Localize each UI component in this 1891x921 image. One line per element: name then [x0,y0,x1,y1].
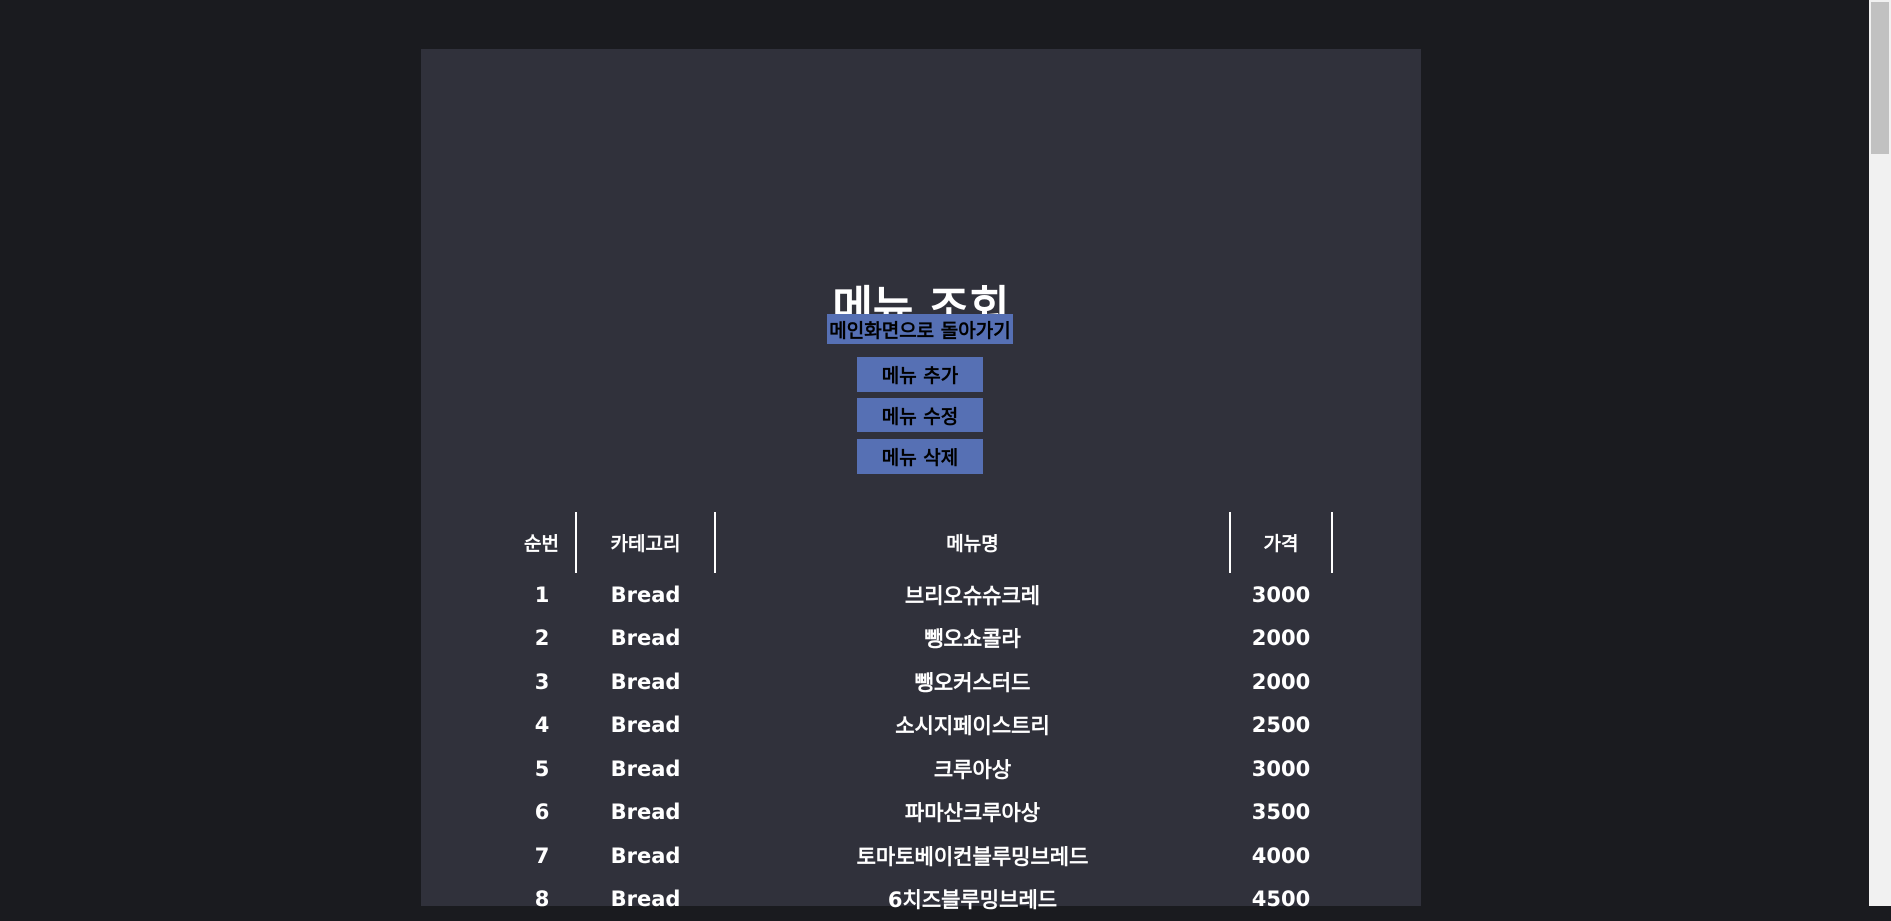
add-button[interactable]: 메뉴 추가 [857,357,983,392]
scrollbar[interactable] [1869,0,1891,906]
table-cell: 6치즈블루밍브레드 [715,878,1230,921]
table-cell: Bread [576,878,715,921]
delete-button[interactable]: 메뉴 삭제 [857,439,983,474]
table-cell: Bread [576,660,715,704]
table-cell: 8 [508,878,576,921]
table-cell: 2000 [1230,660,1332,704]
table-cell: 뺑오쇼콜라 [715,617,1230,661]
table-cell: 3000 [1230,573,1332,617]
edit-button[interactable]: 메뉴 수정 [857,398,983,432]
table-cell: 4000 [1230,834,1332,878]
table-cell: Bread [576,704,715,748]
column-header: 메뉴명 [715,512,1230,573]
table-cell: 브리오슈슈크레 [715,573,1230,617]
table-cell: 2 [508,617,576,661]
table-cell: 1 [508,573,576,617]
table-cell: 6 [508,791,576,835]
table-cell: Bread [576,617,715,661]
table-cell: 크루아상 [715,747,1230,791]
back-button[interactable]: 메인화면으로 돌아가기 [827,314,1013,344]
table-cell: 파마산크루아상 [715,791,1230,835]
table-cell: 7 [508,834,576,878]
table-cell: 4500 [1230,878,1332,921]
table-cell: Bread [576,573,715,617]
column-header: 카테고리 [576,512,715,573]
table-cell: Bread [576,747,715,791]
column-header: 가격 [1230,512,1332,573]
table-cell: Bread [576,834,715,878]
table-cell: 2500 [1230,704,1332,748]
table-cell: 3000 [1230,747,1332,791]
scrollbar-thumb[interactable] [1871,2,1889,154]
table-cell: 소시지페이스트리 [715,704,1230,748]
table-cell: Bread [576,791,715,835]
table-cell: 토마토베이컨블루밍브레드 [715,834,1230,878]
table-cell: 3 [508,660,576,704]
table-cell: 5 [508,747,576,791]
table-cell: 4 [508,704,576,748]
table-cell: 뺑오커스터드 [715,660,1230,704]
table-cell: 3500 [1230,791,1332,835]
table-cell: 2000 [1230,617,1332,661]
column-header: 순번 [508,512,576,573]
